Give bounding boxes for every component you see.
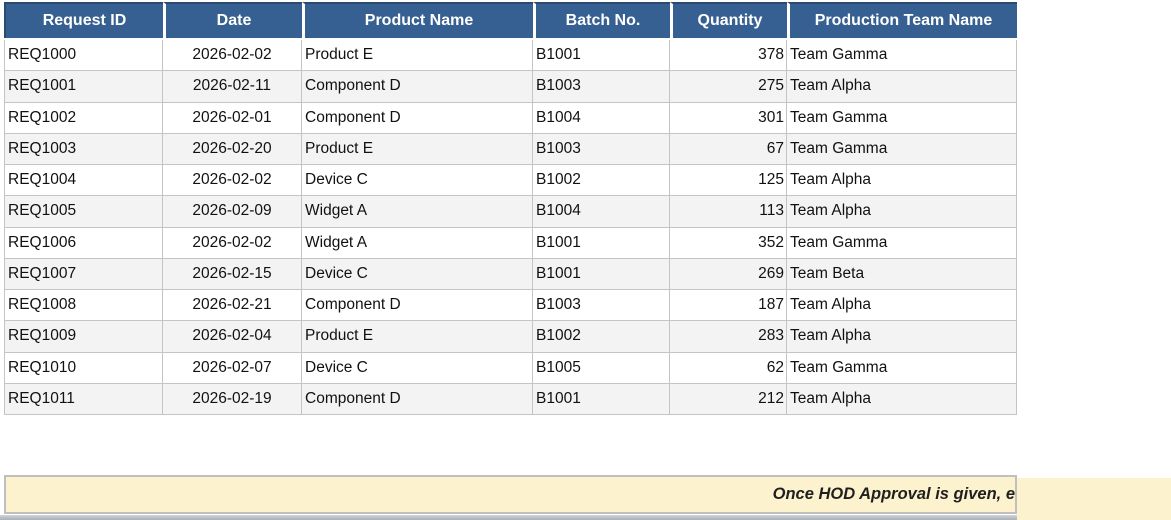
cell-team-name[interactable]: Team Alpha [787,165,1017,197]
column-header-request-id[interactable]: Request ID [4,2,163,38]
cell-product-name[interactable]: Widget A [302,196,533,228]
cell-product-name[interactable]: Device C [302,258,533,290]
cell-request-id[interactable]: REQ1000 [4,40,163,72]
cell-product-name[interactable]: Product E [302,321,533,353]
cell-team-name[interactable]: Team Alpha [787,196,1017,228]
cell-request-id[interactable]: REQ1011 [4,383,163,415]
table-row: REQ1005 2026-02-09 Widget A B1004 113 Te… [4,196,1017,228]
cell-product-name[interactable]: Component D [302,102,533,134]
cell-batch-no[interactable]: B1005 [533,352,670,384]
cell-request-id[interactable]: REQ1002 [4,102,163,134]
cell-product-name[interactable]: Widget A [302,227,533,259]
cell-request-id[interactable]: REQ1006 [4,227,163,259]
cell-quantity[interactable]: 269 [670,258,787,290]
cell-quantity[interactable]: 212 [670,383,787,415]
cell-team-name[interactable]: Team Gamma [787,227,1017,259]
cell-team-name[interactable]: Team Alpha [787,383,1017,415]
column-header-product-name[interactable]: Product Name [302,2,533,38]
hod-approval-note-text: Once HOD Approval is given, e [772,485,1015,503]
cell-batch-no[interactable]: B1002 [533,165,670,197]
hod-approval-note-cell[interactable]: Once HOD Approval is given, e [4,475,1017,514]
cell-date[interactable]: 2026-02-01 [163,102,302,134]
table-row: REQ1000 2026-02-02 Product E B1001 378 T… [4,40,1017,72]
requests-table: Request ID Date Product Name Batch No. Q… [4,2,1017,415]
cell-batch-no[interactable]: B1001 [533,383,670,415]
cell-date[interactable]: 2026-02-07 [163,352,302,384]
cell-team-name[interactable]: Team Gamma [787,102,1017,134]
cell-quantity[interactable]: 283 [670,321,787,353]
cell-product-name[interactable]: Product E [302,40,533,72]
cell-quantity[interactable]: 378 [670,40,787,72]
cell-team-name[interactable]: Team Beta [787,258,1017,290]
cell-request-id[interactable]: REQ1008 [4,290,163,322]
cell-request-id[interactable]: REQ1007 [4,258,163,290]
column-header-quantity[interactable]: Quantity [670,2,787,38]
cell-quantity[interactable]: 113 [670,196,787,228]
cell-team-name[interactable]: Team Alpha [787,71,1017,103]
cell-date[interactable]: 2026-02-15 [163,258,302,290]
cell-team-name[interactable]: Team Alpha [787,321,1017,353]
cell-team-name[interactable]: Team Gamma [787,40,1017,72]
table-row: REQ1006 2026-02-02 Widget A B1001 352 Te… [4,227,1017,259]
cell-date[interactable]: 2026-02-04 [163,321,302,353]
table-row: REQ1004 2026-02-02 Device C B1002 125 Te… [4,165,1017,197]
cell-request-id[interactable]: REQ1003 [4,133,163,165]
table-row: REQ1001 2026-02-11 Component D B1003 275… [4,71,1017,103]
cell-quantity[interactable]: 352 [670,227,787,259]
cell-date[interactable]: 2026-02-20 [163,133,302,165]
cell-product-name[interactable]: Device C [302,165,533,197]
table-row: REQ1008 2026-02-21 Component D B1003 187… [4,290,1017,322]
cell-request-id[interactable]: REQ1010 [4,352,163,384]
cell-batch-no[interactable]: B1001 [533,258,670,290]
cell-batch-no[interactable]: B1003 [533,71,670,103]
note-fill-overflow [1017,478,1171,520]
cell-quantity[interactable]: 187 [670,290,787,322]
table-row: REQ1002 2026-02-01 Component D B1004 301… [4,102,1017,134]
cell-batch-no[interactable]: B1004 [533,102,670,134]
cell-date[interactable]: 2026-02-11 [163,71,302,103]
cell-quantity[interactable]: 125 [670,165,787,197]
cell-date[interactable]: 2026-02-02 [163,227,302,259]
cell-date[interactable]: 2026-02-09 [163,196,302,228]
cell-batch-no[interactable]: B1003 [533,133,670,165]
cell-product-name[interactable]: Component D [302,383,533,415]
cell-product-name[interactable]: Component D [302,290,533,322]
cell-team-name[interactable]: Team Gamma [787,133,1017,165]
column-header-batch-no[interactable]: Batch No. [533,2,670,38]
table-row: REQ1011 2026-02-19 Component D B1001 212… [4,383,1017,415]
table-body: REQ1000 2026-02-02 Product E B1001 378 T… [4,40,1017,415]
cell-request-id[interactable]: REQ1005 [4,196,163,228]
cell-date[interactable]: 2026-02-02 [163,40,302,72]
bottom-row-strip [0,515,1017,520]
cell-team-name[interactable]: Team Alpha [787,290,1017,322]
table-row: REQ1007 2026-02-15 Device C B1001 269 Te… [4,258,1017,290]
column-header-date[interactable]: Date [163,2,302,38]
cell-quantity[interactable]: 62 [670,352,787,384]
cell-quantity[interactable]: 301 [670,102,787,134]
cell-quantity[interactable]: 275 [670,71,787,103]
column-header-production-team-name[interactable]: Production Team Name [787,2,1017,38]
cell-team-name[interactable]: Team Gamma [787,352,1017,384]
cell-request-id[interactable]: REQ1009 [4,321,163,353]
table-row: REQ1003 2026-02-20 Product E B1003 67 Te… [4,133,1017,165]
table-header-row: Request ID Date Product Name Batch No. Q… [4,2,1017,38]
cell-product-name[interactable]: Product E [302,133,533,165]
cell-product-name[interactable]: Component D [302,71,533,103]
cell-batch-no[interactable]: B1004 [533,196,670,228]
cell-batch-no[interactable]: B1001 [533,40,670,72]
table-row: REQ1010 2026-02-07 Device C B1005 62 Tea… [4,352,1017,384]
cell-quantity[interactable]: 67 [670,133,787,165]
table-row: REQ1009 2026-02-04 Product E B1002 283 T… [4,321,1017,353]
cell-batch-no[interactable]: B1003 [533,290,670,322]
cell-date[interactable]: 2026-02-21 [163,290,302,322]
cell-request-id[interactable]: REQ1004 [4,165,163,197]
cell-request-id[interactable]: REQ1001 [4,71,163,103]
cell-batch-no[interactable]: B1001 [533,227,670,259]
cell-batch-no[interactable]: B1002 [533,321,670,353]
cell-date[interactable]: 2026-02-02 [163,165,302,197]
cell-date[interactable]: 2026-02-19 [163,383,302,415]
cell-product-name[interactable]: Device C [302,352,533,384]
